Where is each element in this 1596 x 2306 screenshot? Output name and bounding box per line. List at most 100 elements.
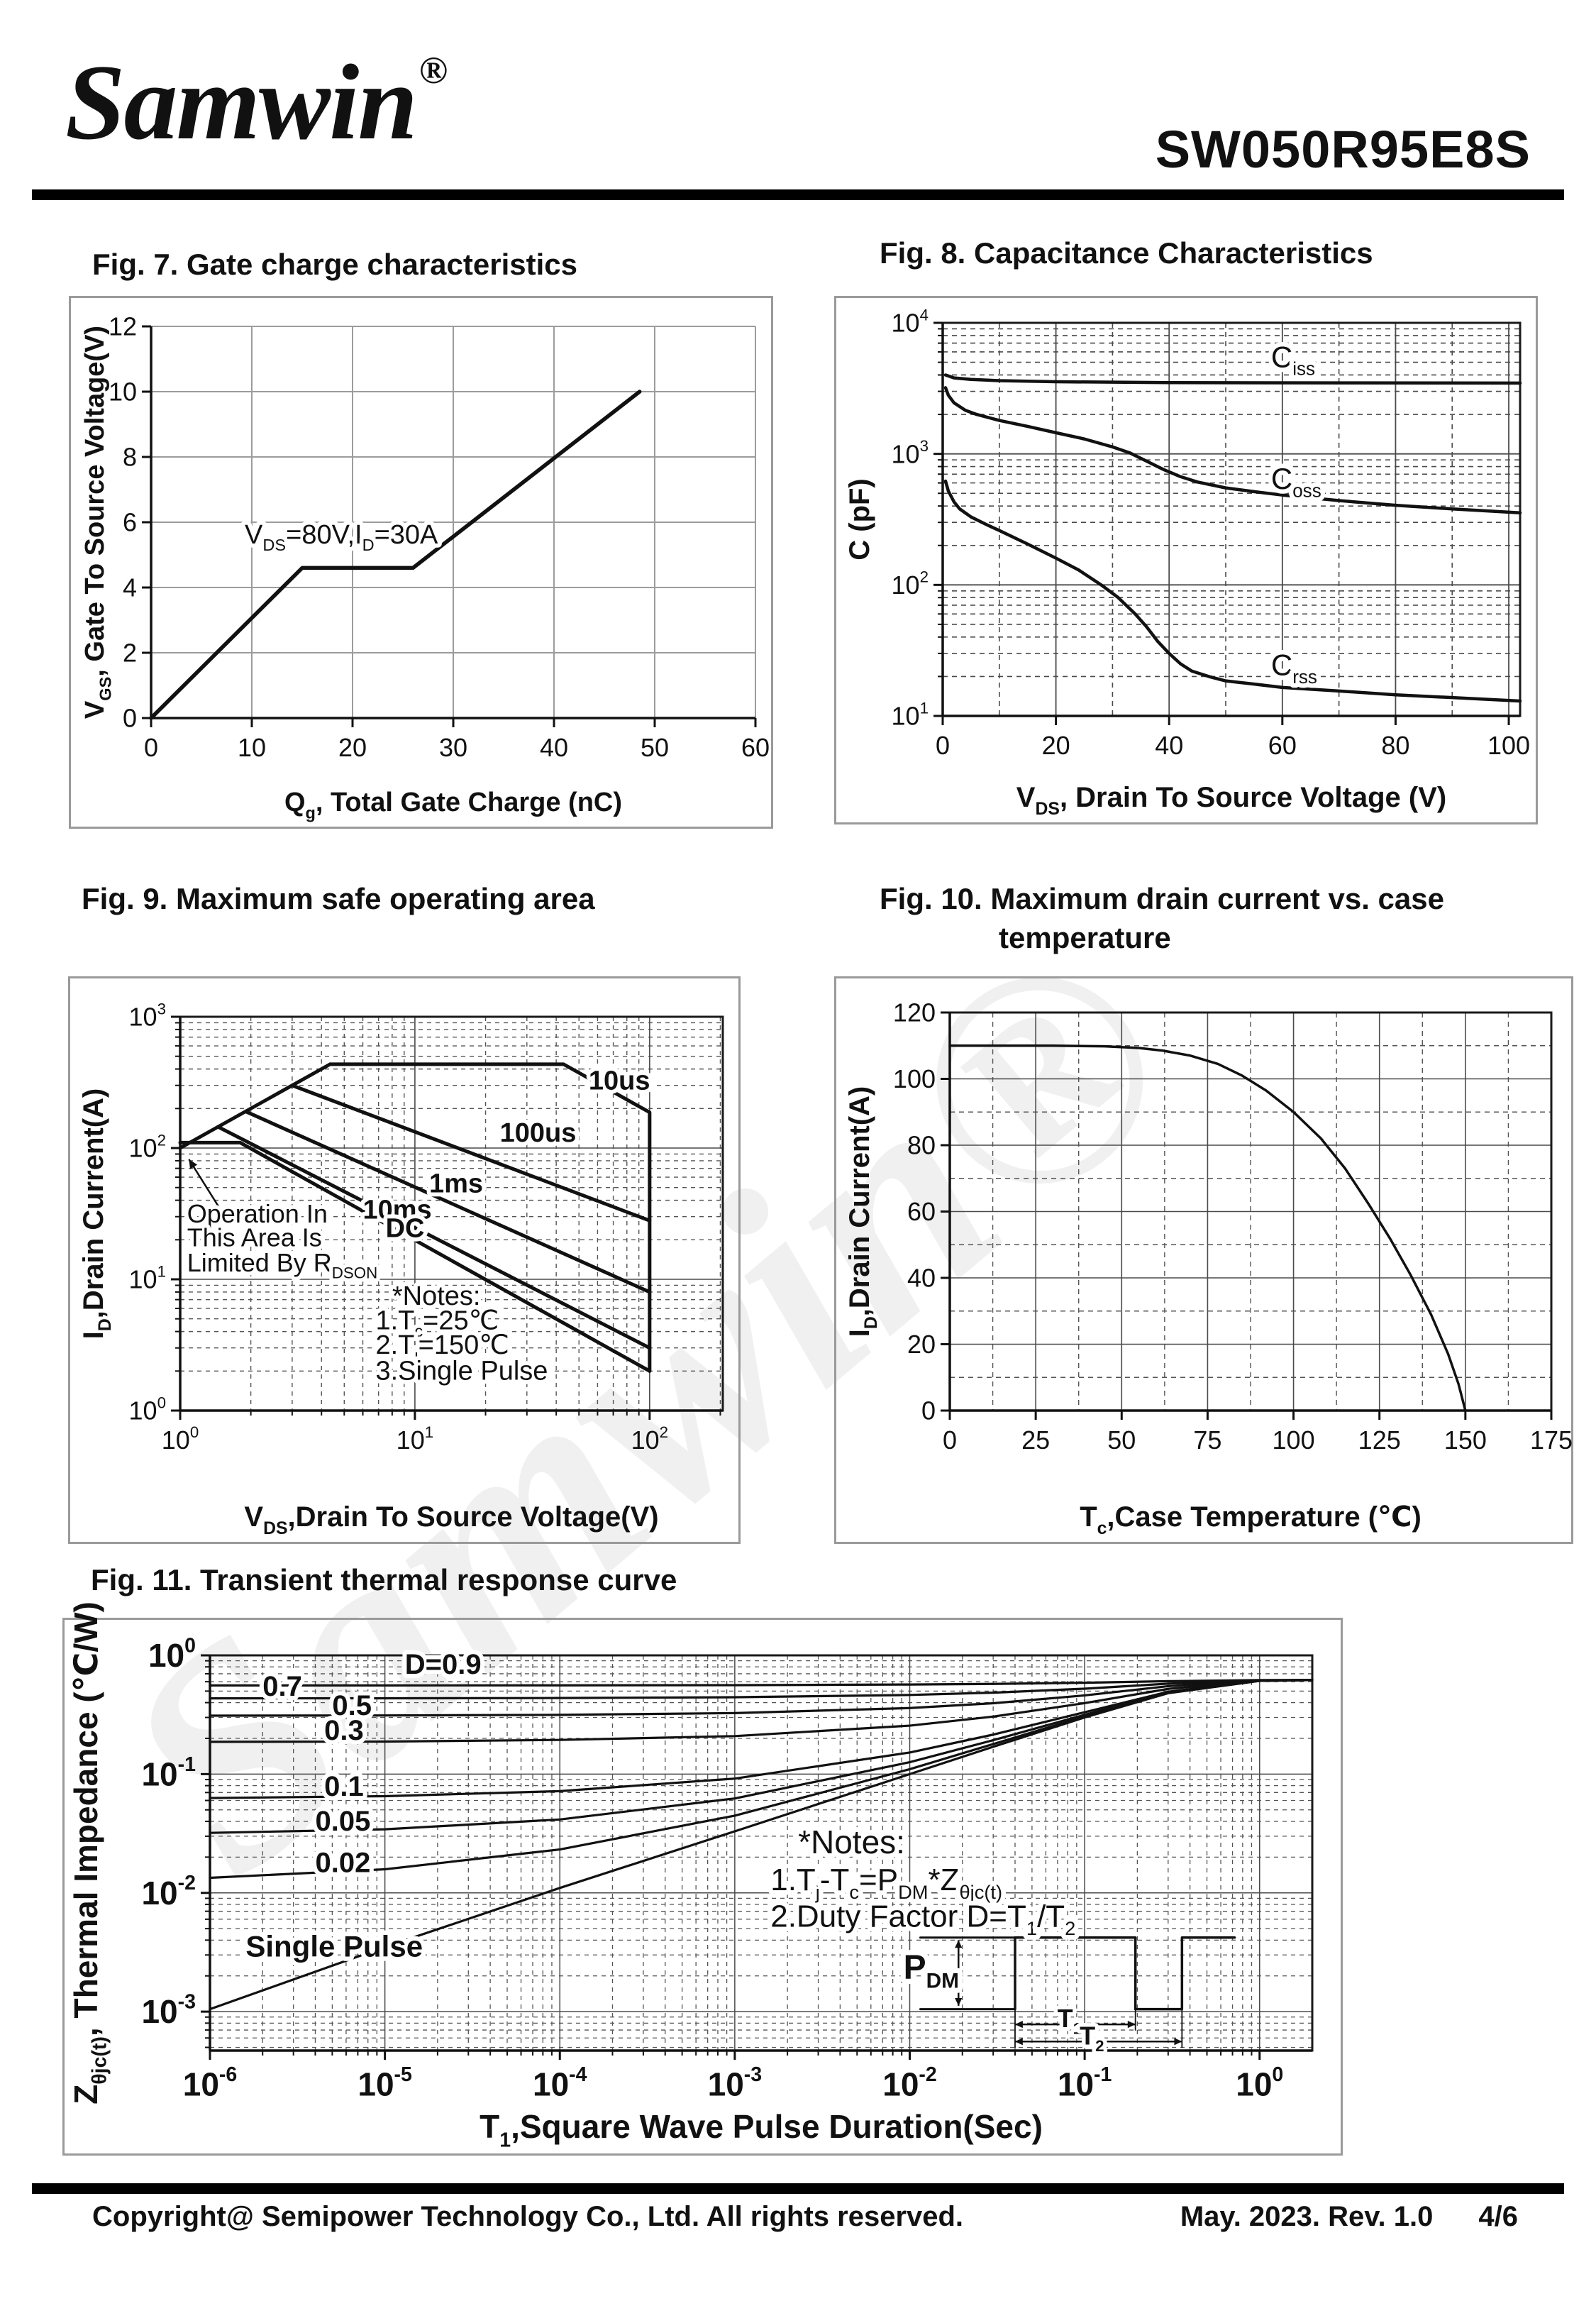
svg-text:3.Single Pulse: 3.Single Pulse	[375, 1356, 548, 1386]
svg-text:1ms: 1ms	[429, 1169, 483, 1198]
svg-text:50: 50	[1107, 1425, 1136, 1455]
svg-text:50: 50	[641, 733, 669, 762]
svg-text:4: 4	[123, 573, 137, 602]
svg-text:100: 100	[1236, 2063, 1283, 2103]
footer-copyright: Copyright@ Semipower Technology Co., Ltd…	[92, 2201, 964, 2232]
svg-text:T1,Square Wave Pulse Duration(: T1,Square Wave Pulse Duration(Sec)	[480, 2108, 1043, 2151]
svg-text:10: 10	[109, 377, 137, 407]
footer-revision: May. 2023. Rev. 1.0	[1180, 2201, 1434, 2232]
footer-meta: May. 2023. Rev. 1.0 4/6	[1180, 2201, 1518, 2233]
fig10-drain-current-chart: 0 25 50 75 100 125 150 175 0 20 40 60 80 100 120 Tc,Cas…	[834, 976, 1573, 1544]
svg-text:104: 104	[892, 306, 929, 337]
svg-text:175: 175	[1530, 1425, 1573, 1455]
svg-text:2.Tj=150℃: 2.Tj=150℃	[375, 1330, 509, 1364]
svg-text:10-2: 10-2	[882, 2063, 937, 2103]
svg-text:100: 100	[1273, 1425, 1315, 1455]
svg-text:120: 120	[893, 998, 936, 1027]
svg-text:40: 40	[907, 1264, 936, 1293]
svg-text:10-3: 10-3	[141, 1991, 196, 2031]
fig10-title: Fig. 10. Maximum drain current vs. case …	[880, 880, 1444, 957]
svg-text:0: 0	[144, 733, 158, 762]
svg-text:ID,Drain Current(A): ID,Drain Current(A)	[78, 1088, 115, 1340]
svg-text:10: 10	[238, 733, 266, 762]
fig11-title: Fig. 11. Transient thermal response curv…	[91, 1563, 677, 1596]
svg-text:10-5: 10-5	[358, 2063, 412, 2103]
svg-text:10-1: 10-1	[1058, 2063, 1112, 2103]
svg-text:80: 80	[1381, 731, 1409, 760]
svg-text:60: 60	[907, 1197, 936, 1226]
svg-text:T2: T2	[1080, 2021, 1104, 2055]
footer-rule	[32, 2183, 1564, 2194]
svg-text:101: 101	[129, 1262, 166, 1293]
svg-text:0: 0	[123, 704, 137, 733]
svg-text:VDS=80V,ID=30A: VDS=80V,ID=30A	[245, 520, 438, 554]
svg-text:VGS, Gate To Source Voltage(: VGS, Gate To Source Voltage(V)	[80, 326, 114, 719]
fig11-thermal-response-chart: 10-6 10-5 10-4 10-3 10-2 10-1 100 10-3 10-2 10-1 1…	[62, 1601, 1343, 2156]
svg-text:100: 100	[1487, 731, 1530, 760]
fig9-soa-chart: 100 101 102 100 101 102 103 10us 100us 1ms 10ms DC *…	[68, 976, 741, 1544]
svg-text:10us: 10us	[589, 1066, 650, 1096]
svg-text:0.3: 0.3	[324, 1715, 364, 1746]
svg-text:40: 40	[1155, 731, 1183, 760]
svg-text:2: 2	[123, 639, 137, 668]
svg-text:101: 101	[892, 699, 929, 730]
svg-text:D=0.9: D=0.9	[405, 1649, 482, 1680]
svg-text:Tc,Case Temperature (℃): Tc,Case Temperature (℃)	[1080, 1501, 1422, 1538]
svg-text:20: 20	[338, 733, 367, 762]
svg-text:102: 102	[631, 1423, 668, 1455]
svg-text:Coss: Coss	[1271, 462, 1321, 501]
svg-text:60: 60	[741, 733, 770, 762]
svg-text:20: 20	[907, 1330, 936, 1359]
svg-text:ID,Drain Current(A): ID,Drain Current(A)	[844, 1086, 881, 1337]
svg-text:10-6: 10-6	[183, 2063, 238, 2103]
svg-text:103: 103	[892, 437, 929, 468]
svg-text:0: 0	[936, 731, 950, 760]
svg-text:10-1: 10-1	[141, 1753, 196, 1793]
fig8-capacitance-chart: 0 20 40 60 80 100 101 102 103 104 Ciss Coss Crss VDS,…	[834, 296, 1538, 824]
svg-text:Qg, Total Gate Charge (nC): Qg, Total Gate Charge (nC)	[284, 788, 622, 822]
svg-text:103: 103	[129, 1000, 166, 1031]
fig10-title-line2: temperature	[999, 920, 1171, 954]
svg-text:25: 25	[1021, 1425, 1050, 1455]
svg-text:2.Duty Factor D=T1/T2: 2.Duty Factor D=T1/T2	[770, 1899, 1075, 1939]
svg-text:This Area Is: This Area Is	[187, 1223, 322, 1252]
svg-text:10-2: 10-2	[141, 1872, 196, 1911]
header-rule	[32, 189, 1564, 200]
svg-text:0: 0	[943, 1425, 957, 1455]
svg-text:30: 30	[439, 733, 467, 762]
svg-text:Limited By RDSON: Limited By RDSON	[187, 1248, 378, 1282]
svg-text:C (pF): C (pF)	[844, 478, 875, 561]
registered-trademark-icon: ®	[419, 49, 448, 92]
svg-text:100: 100	[129, 1394, 166, 1425]
fig7-gate-charge-chart: 0 10 20 30 40 50 60 0 2 4 6 8 10 12 VDS=80V,ID=30A Qg, …	[69, 296, 773, 829]
svg-text:8: 8	[123, 443, 137, 472]
svg-text:0: 0	[921, 1396, 936, 1425]
svg-text:100: 100	[893, 1064, 936, 1093]
svg-text:150: 150	[1444, 1425, 1487, 1455]
svg-text:Operation In: Operation In	[187, 1199, 328, 1228]
svg-text:10ms: 10ms	[363, 1195, 432, 1225]
svg-text:PDM: PDM	[904, 1948, 959, 1992]
svg-text:T1: T1	[1058, 2004, 1082, 2038]
svg-text:1.Tc=25℃: 1.Tc=25℃	[375, 1306, 499, 1340]
brand-logo: Samwin®	[65, 48, 448, 156]
svg-text:0.7: 0.7	[262, 1671, 302, 1702]
fig7-gate-charge-svg: 0 10 20 30 40 50 60 0 2 4 6 8 10 12 VDS=80V,ID=30A Qg, …	[80, 312, 770, 822]
svg-text:80: 80	[907, 1131, 936, 1160]
svg-text:0.05: 0.05	[315, 1806, 370, 1837]
svg-text:0.5: 0.5	[332, 1690, 372, 1721]
svg-text:6: 6	[123, 508, 137, 537]
svg-text:10-4: 10-4	[533, 2063, 587, 2103]
svg-text:0.1: 0.1	[324, 1771, 364, 1802]
svg-text:125: 125	[1358, 1425, 1401, 1455]
svg-text:VDS, Drain To Source Voltage (: VDS, Drain To Source Voltage (V)	[1016, 782, 1446, 819]
svg-text:Zθjc(t), Thermal Impedance (℃: Zθjc(t), Thermal Impedance (℃/W)	[67, 1601, 111, 2104]
svg-text:*Notes:: *Notes:	[798, 1824, 905, 1860]
brand-logo-text: Samwin	[65, 43, 418, 162]
svg-text:12: 12	[109, 312, 137, 341]
svg-text:40: 40	[540, 733, 568, 762]
fig11-transient-thermal-svg: 10-6 10-5 10-4 10-3 10-2 10-1 100 10-3 10-2 10-1 1…	[67, 1601, 1314, 2151]
svg-text:Single Pulse: Single Pulse	[245, 1930, 423, 1963]
